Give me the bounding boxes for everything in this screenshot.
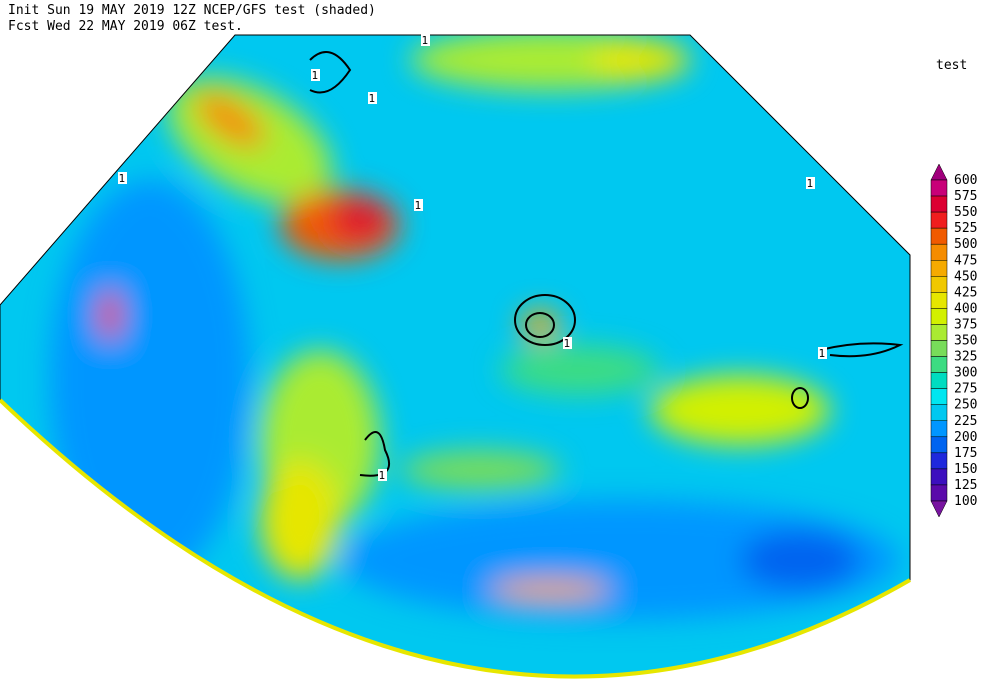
contour-label: 1 [369, 92, 376, 105]
legend-swatch [930, 468, 948, 486]
map-edge [0, 398, 911, 679]
legend-label: 475 [954, 253, 977, 268]
legend-swatch [930, 211, 948, 229]
contour-label-bg [118, 172, 127, 184]
legend-label: 550 [954, 205, 977, 220]
legend-label: 150 [954, 462, 977, 477]
legend-label: 575 [954, 189, 977, 204]
contour-label-bg [414, 199, 423, 211]
contour-label-bg [806, 177, 815, 189]
contour-label-bg [311, 69, 320, 81]
legend-label: 425 [954, 285, 977, 300]
legend-swatch [930, 276, 948, 293]
legend-swatch [930, 404, 948, 422]
contour-label: 1 [819, 347, 826, 360]
legend-swatch [930, 260, 948, 277]
contour-label: 1 [312, 69, 319, 82]
contour-label-bg [818, 347, 827, 359]
contour-label: 1 [807, 177, 814, 190]
legend-swatch [930, 163, 948, 181]
contour-label-bg [421, 34, 430, 46]
legend-swatch [930, 308, 948, 325]
legend-label: 525 [954, 221, 977, 236]
legend-swatch [930, 243, 948, 261]
legend-swatch [930, 179, 948, 197]
map-field [0, 35, 910, 677]
legend-title: test [936, 58, 967, 73]
legend-swatch [930, 195, 948, 213]
contours [309, 51, 904, 477]
contour-label: 1 [422, 34, 429, 47]
contour-label-bg [563, 337, 572, 349]
legend-label: 500 [954, 237, 977, 252]
contour-label: 1 [379, 469, 386, 482]
legend-swatch [930, 356, 948, 373]
legend-label: 350 [954, 334, 977, 349]
legend-label: 600 [954, 173, 977, 188]
legend-swatch [930, 500, 948, 518]
legend-swatch [930, 436, 948, 454]
legend-swatch [930, 292, 948, 309]
legend-label: 225 [954, 414, 977, 429]
contour-label: 1 [564, 337, 571, 350]
legend-swatch [930, 420, 948, 438]
legend-label: 200 [954, 430, 977, 445]
contour-label-bg [378, 469, 387, 481]
legend-label: 125 [954, 478, 977, 493]
legend-label: 325 [954, 350, 977, 365]
legend-swatch [930, 324, 948, 341]
legend-label: 450 [954, 269, 977, 284]
contour-labels: 1 1 1 1 1 1 1 1 1 [118, 34, 827, 482]
legend-swatch [930, 227, 948, 245]
contour-label-bg [368, 92, 377, 104]
legend-swatch [930, 452, 948, 470]
header-line-1: Init Sun 19 MAY 2019 12Z NCEP/GFS test (… [8, 3, 376, 18]
legend-label: 175 [954, 446, 977, 461]
legend-label: 400 [954, 301, 977, 316]
legend-label: 275 [954, 382, 977, 397]
legend-swatch [930, 372, 948, 389]
legend-swatch [930, 388, 948, 405]
legend-label: 250 [954, 398, 977, 413]
contour-label: 1 [119, 172, 126, 185]
legend-label: 300 [954, 366, 977, 381]
contour-label: 1 [415, 199, 422, 212]
legend-swatch [930, 340, 948, 357]
header-line-2: Fcst Wed 22 MAY 2019 06Z test. [8, 19, 243, 34]
legend-swatch [930, 484, 948, 502]
legend-label: 375 [954, 317, 977, 332]
legend-label: 100 [954, 494, 977, 509]
